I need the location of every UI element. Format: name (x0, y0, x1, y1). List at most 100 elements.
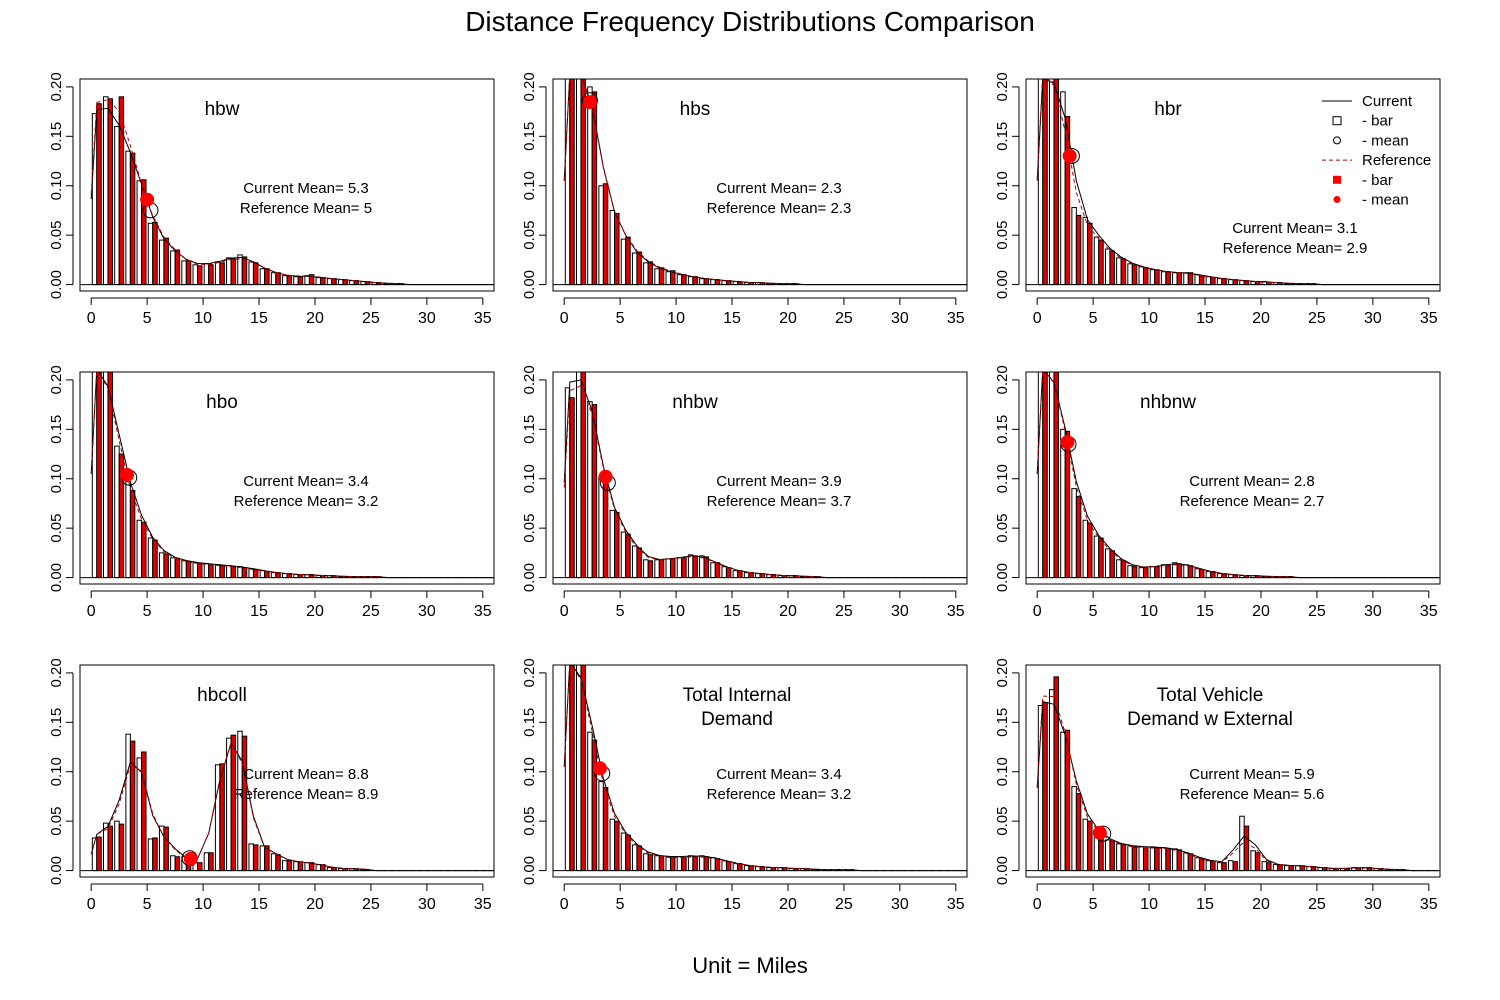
current-bar (1048, 81, 1055, 286)
x-tick-label: 15 (1196, 310, 1214, 327)
x-tick-label: 10 (1140, 896, 1158, 913)
x-tick-label: 35 (474, 896, 492, 913)
current-bar (270, 853, 277, 872)
reference-mean-marker (140, 192, 155, 207)
reference-bar (625, 236, 631, 286)
reference-density-line (563, 79, 967, 286)
reference-bar (1254, 852, 1261, 872)
reference-bar (1098, 239, 1104, 286)
reference-bar (1198, 275, 1205, 286)
reference-bar (647, 261, 654, 286)
current-bar (575, 79, 582, 286)
x-tick-label: 30 (891, 603, 909, 620)
current-bar (1082, 216, 1089, 286)
current-bar (1116, 257, 1122, 286)
reference-bar (725, 567, 732, 579)
panel-nhbw: 0 5 10 15 20 25 30 35 0.00 0.05 0.10 0.15 0.20 nhbw Cu… (521, 365, 968, 620)
current-bar (1116, 843, 1122, 872)
reference-bar (297, 276, 304, 286)
y-tick-label: 0.00 (994, 856, 1011, 885)
current-mean-label: Current Mean= 5.9 (1189, 766, 1315, 783)
y-tick-label: 0.15 (521, 708, 538, 737)
reference-density-line (1036, 79, 1440, 286)
x-tick-label: 20 (306, 896, 324, 913)
reference-bar (219, 763, 225, 872)
current-bar (158, 552, 165, 579)
current-bar (1048, 689, 1055, 872)
reference-bar (1176, 849, 1183, 872)
y-tick-label: 0.15 (48, 415, 65, 444)
reference-bar (331, 278, 337, 286)
reference-density-line (90, 741, 494, 872)
current-bar (214, 564, 221, 579)
reference-bar (1187, 853, 1194, 872)
y-tick-label: 0.20 (48, 72, 65, 101)
current-bar (1216, 573, 1223, 579)
reference-density-line (1036, 372, 1440, 579)
x-tick-label: 30 (1364, 896, 1382, 913)
x-tick-label: 0 (87, 896, 96, 913)
reference-bar (174, 558, 181, 579)
current-bar (699, 278, 705, 286)
current-bar (1048, 372, 1055, 579)
reference-density-line (90, 372, 494, 579)
reference-bar (669, 857, 676, 872)
x-tick-label: 35 (474, 310, 492, 327)
reference-bar (580, 372, 586, 579)
panel-title: hbs (680, 99, 711, 120)
x-tick-label: 35 (947, 310, 965, 327)
x-tick-label: 0 (1033, 310, 1042, 327)
plot-frame (79, 371, 495, 585)
reference-bar (1198, 858, 1205, 872)
reference-bar (1120, 560, 1127, 579)
reference-bar (703, 856, 710, 872)
current-bar (114, 820, 120, 872)
x-tick-label: 5 (1089, 603, 1098, 620)
reference-bar (569, 79, 575, 286)
current-bar (1205, 860, 1212, 872)
panel-hbr: 0 5 10 15 20 25 30 35 0.00 0.05 0.10 0.15 0.20 hbr Cur… (994, 72, 1441, 327)
x-tick-label: 35 (1420, 310, 1438, 327)
plot-area (1026, 676, 1440, 872)
current-bar (125, 150, 131, 286)
y-tick-label: 0.20 (521, 72, 538, 101)
panel-hbs: 0 5 10 15 20 25 30 35 0.00 0.05 0.10 0.15 0.20 hbs Cur… (521, 72, 968, 327)
reference-bar (703, 278, 710, 286)
current-bar (125, 733, 131, 872)
reference-bar (264, 268, 270, 286)
current-bar (643, 853, 649, 872)
current-bar (1306, 866, 1312, 872)
reference-bar (1042, 79, 1048, 286)
current-bar (743, 572, 750, 579)
y-tick-label: 0.00 (994, 563, 1011, 592)
current-bar (1228, 279, 1234, 286)
x-tick-label: 30 (1364, 603, 1382, 620)
y-tick-label: 0.15 (521, 122, 538, 151)
x-tick-label: 25 (835, 310, 853, 327)
reference-bar (152, 221, 158, 286)
y-tick-label: 0.15 (994, 122, 1011, 151)
current-bar (643, 559, 649, 579)
current-bar (687, 276, 694, 286)
reference-bar (118, 96, 125, 286)
current-bar (1104, 548, 1111, 579)
x-tick-label: 15 (250, 896, 268, 913)
reference-bar (714, 562, 721, 579)
current-bar (136, 519, 143, 579)
main-title: Distance Frequency Distributions Compari… (465, 6, 1035, 37)
x-tick-label: 10 (194, 896, 212, 913)
current-bar (304, 862, 310, 872)
current-bar (587, 731, 593, 872)
current-bar (270, 272, 277, 286)
current-bar (631, 545, 638, 579)
reference-bar (1187, 565, 1194, 579)
current-bar (643, 262, 649, 286)
current-mean-label: Current Mean= 3.4 (243, 473, 369, 490)
x-tick-label: 20 (779, 603, 797, 620)
y-tick-label: 0.20 (521, 365, 538, 394)
reference-bar (1131, 566, 1138, 579)
x-tick-label: 5 (143, 310, 152, 327)
x-tick-label: 35 (1420, 896, 1438, 913)
current-bar (710, 279, 716, 286)
current-bar (1060, 91, 1066, 286)
